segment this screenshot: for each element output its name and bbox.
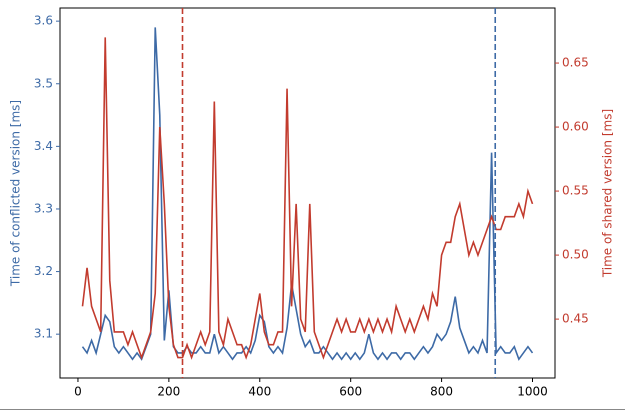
plot-frame — [59, 7, 556, 379]
y-tick-label: 3.6 — [34, 14, 53, 28]
y2-tick-label: 0.55 — [562, 184, 589, 198]
series-line — [81, 37, 534, 360]
y2-tick-label: 0.60 — [562, 120, 589, 134]
x-tick-label: 800 — [430, 385, 453, 399]
x-tick-label: 400 — [248, 385, 271, 399]
x-tick-label: 0 — [74, 385, 82, 399]
x-tick-label: 1000 — [517, 385, 548, 399]
y-tick-label: 3.4 — [34, 139, 53, 153]
y2-tick-label: 0.65 — [562, 56, 589, 70]
x-tick-label: 200 — [157, 385, 180, 399]
y-tick-label: 3.3 — [34, 201, 53, 215]
x-tick-label: 600 — [339, 385, 362, 399]
y-tick-label: 3.2 — [34, 264, 53, 278]
y2-tick-label: 0.45 — [562, 312, 589, 326]
y2-tick-label: 0.50 — [562, 248, 589, 262]
series-line — [81, 27, 534, 361]
y-tick-label: 3.5 — [34, 76, 53, 90]
y-tick-label: 3.1 — [34, 327, 53, 341]
y-axis-label: Time of conflicted version [ms] — [9, 100, 23, 287]
y2-axis-label: Time of shared version [ms] — [601, 109, 615, 278]
